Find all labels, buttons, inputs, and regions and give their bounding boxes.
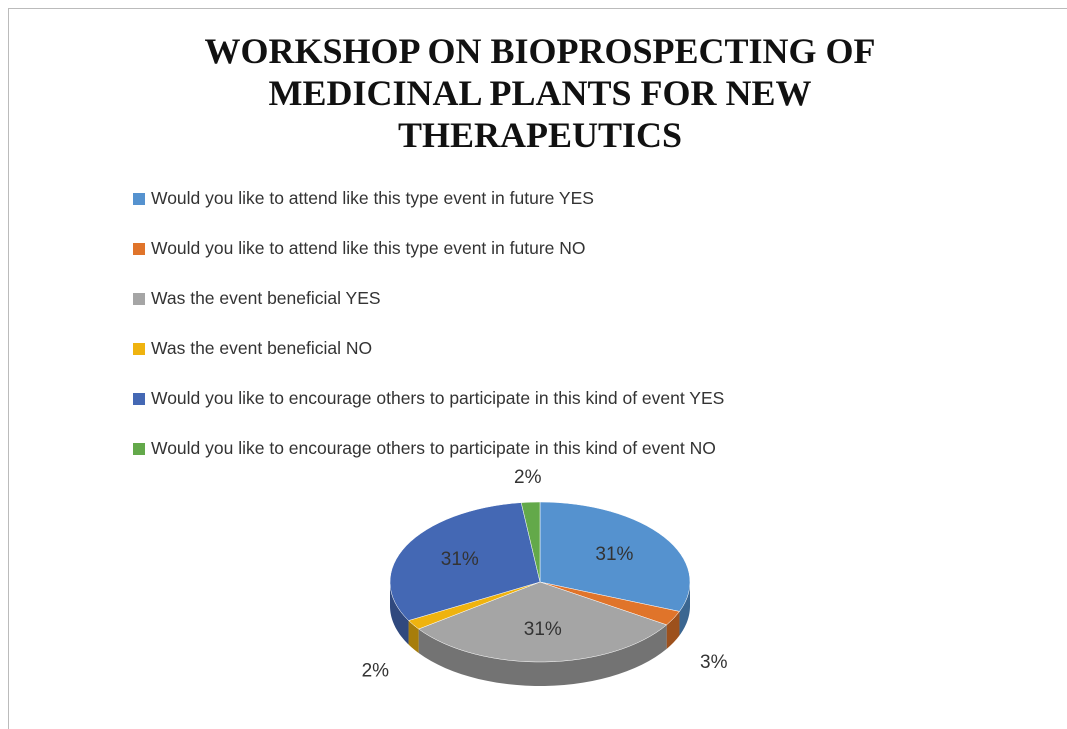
legend-label: Was the event beneficial YES: [151, 288, 381, 308]
slice: [520, 501, 541, 583]
legend-swatch: [133, 343, 145, 355]
legend-label: Would you like to attend like this type …: [151, 188, 594, 208]
legend-label: Would you like to encourage others to pa…: [151, 388, 725, 408]
data-label: 31%: [441, 549, 479, 570]
slice-side: [666, 611, 680, 649]
slice: [539, 501, 691, 612]
data-label: 2%: [362, 661, 390, 682]
legend: Would you like to attend like this type …: [133, 188, 724, 488]
legend-swatch: [133, 293, 145, 305]
slice: [389, 502, 541, 621]
legend-entry: Would you like to encourage others to pa…: [133, 388, 724, 438]
slice-side: [418, 624, 667, 686]
slice-side: [679, 582, 690, 636]
legend-entry: Would you like to attend like this type …: [133, 238, 724, 288]
frame: [8, 8, 1067, 729]
legend-entry: Was the event beneficial YES: [133, 288, 724, 338]
data-label: 31%: [595, 544, 633, 565]
legend-swatch: [133, 193, 145, 205]
legend-label: Would you like to attend like this type …: [151, 238, 586, 258]
data-label: 2%: [514, 467, 542, 488]
legend-swatch: [133, 443, 145, 455]
legend-label: Would you like to encourage others to pa…: [151, 438, 716, 458]
legend-entry: Would you like to attend like this type …: [133, 188, 724, 238]
data-label: 31%: [524, 619, 562, 640]
chart-title: WORKSHOP ON BIOPROSPECTING OF MEDICINAL …: [204, 31, 876, 155]
legend-entry: Was the event beneficial NO: [133, 338, 724, 388]
legend-swatch: [133, 243, 145, 255]
slice-side: [390, 582, 409, 645]
legend-label: Was the event beneficial NO: [151, 338, 373, 358]
slice: [418, 581, 668, 663]
legend-swatch: [133, 393, 145, 405]
slice-side: [408, 620, 419, 654]
legend-entry: Would you like to encourage others to pa…: [133, 438, 724, 488]
data-label: 3%: [700, 652, 728, 673]
